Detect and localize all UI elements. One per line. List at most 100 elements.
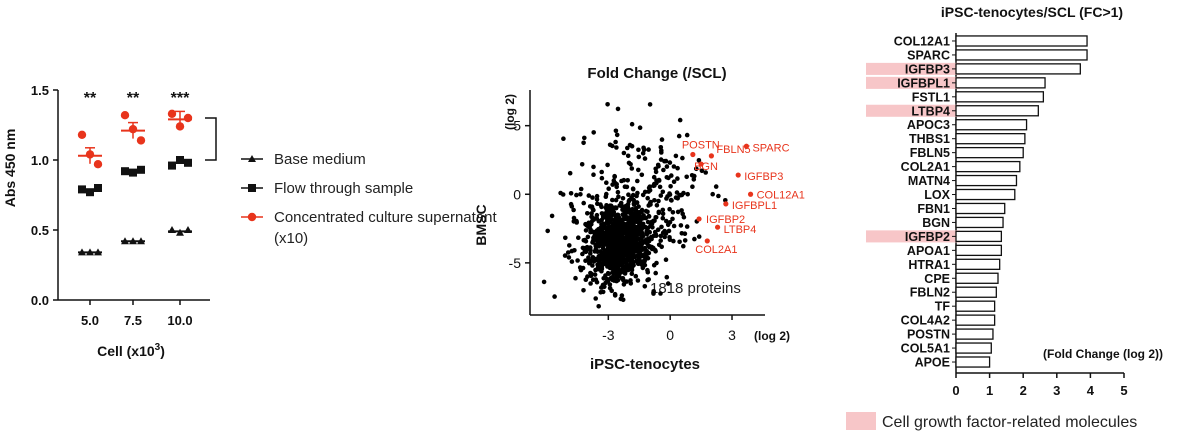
panel-b-data-point — [656, 164, 661, 169]
panel-b-data-point — [609, 242, 615, 248]
panel-a-data-point — [128, 125, 138, 134]
panel-c-category-label: APOE — [915, 356, 950, 370]
panel-c-x-axis-label: (Fold Change (log 2)) — [1043, 347, 1163, 361]
panel-b-data-point — [583, 228, 589, 233]
panel-a-data-point — [78, 185, 86, 194]
panel-b-data-point — [659, 137, 665, 142]
panel-b-data-point — [646, 238, 652, 244]
panel-b-data-point — [642, 284, 648, 289]
panel-b-data-point — [673, 153, 679, 159]
panel-c-category-label: COL4A2 — [901, 314, 950, 328]
panel-b-data-point — [615, 256, 621, 262]
panel-b-data-point — [568, 201, 574, 207]
panel-b-data-point — [603, 237, 608, 243]
panel-c-x-tick-label: 0 — [952, 383, 959, 398]
panel-b-data-point — [675, 196, 680, 201]
panel-b-data-point — [647, 229, 652, 235]
panel-b-data-point — [646, 277, 651, 282]
panel-b-data-point — [625, 178, 630, 183]
panel-a-data-point — [137, 165, 145, 174]
panel-b-data-point — [613, 128, 619, 134]
panel-b-point-label: IGFBP2 — [706, 214, 745, 226]
panel-b-data-point — [626, 192, 631, 197]
panel-b-data-point — [684, 132, 690, 138]
panel-a-significance-label: *** — [171, 90, 190, 107]
panel-b-data-point — [613, 197, 619, 203]
panel-b-data-point — [606, 186, 611, 191]
panel-b-data-point — [590, 263, 595, 268]
panel-a-data-point — [176, 156, 184, 164]
panel-a-legend-label: Base medium — [274, 151, 366, 168]
panel-b-data-point — [636, 147, 641, 153]
panel-b-data-point — [599, 266, 605, 272]
panel-b-highlight-point — [747, 191, 754, 197]
panel-c-bar — [955, 77, 1046, 89]
panel-b-data-point — [637, 259, 643, 264]
panel-b-data-point — [627, 197, 632, 203]
panel-b-data-point — [675, 165, 680, 171]
panel-b-data-point — [633, 206, 639, 211]
panel-a-data-point — [176, 228, 184, 236]
panel-c-category-label: COL2A1 — [901, 160, 950, 174]
panel-b-data-point — [639, 242, 644, 247]
panel-a-data-point — [86, 248, 94, 256]
panel-b-data-point — [665, 281, 671, 286]
panel-b-data-point — [572, 248, 577, 253]
panel-b-data-point — [596, 244, 602, 249]
panel-b-data-point — [607, 142, 613, 148]
panel-b-data-point — [651, 262, 657, 268]
panel-c-category-label: FBLN5 — [910, 146, 950, 160]
panel-a-plot: 0.0 0.5 1.0 1.5 5.0 ** 7.5 ** 10.0 *** — [31, 83, 217, 328]
panel-b-data-point — [610, 197, 615, 203]
panel-b-data-point — [631, 251, 636, 256]
panel-a-legend-marker — [248, 155, 256, 162]
panel-b-data-point — [667, 192, 673, 197]
panel-b-data-point — [660, 189, 666, 195]
panel-b-data-point — [600, 289, 606, 295]
panel-b-highlight-point — [735, 172, 741, 178]
panel-c-category-label: APOC3 — [907, 118, 950, 132]
panel-b-data-point — [586, 193, 592, 198]
panel-b-data-point — [669, 198, 674, 203]
panel-a-legend-marker — [248, 184, 256, 192]
panel-b-point-label: COL2A1 — [695, 244, 737, 256]
panel-b-data-point — [620, 229, 626, 234]
panel-c-bar — [955, 174, 1018, 187]
panel-b-data-point — [620, 220, 625, 225]
panel-b-data-point — [677, 239, 682, 245]
panel-b-y-tick-label: 0 — [513, 186, 521, 202]
panel-b-data-point — [660, 207, 666, 213]
panel-b-data-point — [591, 172, 596, 177]
panel-b-data-point — [620, 196, 626, 201]
panel-c-bar — [955, 202, 1006, 215]
panel-b-data-point — [646, 189, 651, 194]
panel-c-x-tick-label: 5 — [1120, 383, 1127, 398]
panel-a-data-point — [168, 226, 176, 233]
panel-b-data-point — [630, 206, 635, 212]
panel-b-data-point — [639, 236, 644, 241]
panel-b-data-point — [588, 281, 593, 286]
panel-b-data-point — [602, 214, 608, 220]
panel-c-bar — [955, 91, 1045, 103]
panel-b-data-point — [596, 226, 601, 232]
panel-c-x-tick-label: 1 — [986, 383, 993, 398]
panel-b-data-point — [692, 173, 697, 179]
panel-b-data-point — [643, 208, 649, 214]
panel-b-highlight-point — [698, 161, 704, 167]
panel-b-data-point — [588, 251, 593, 256]
panel-c-category-label: LOX — [924, 188, 950, 202]
panel-b-highlight-point — [723, 201, 729, 207]
panel-b-data-point — [679, 231, 685, 236]
panel-b-plot: 50-5-3 0 3POSTNFBLN5BGNSPARCIGFBP3COL12A1I… — [509, 90, 805, 343]
panel-b-data-point — [667, 220, 673, 225]
panel-a-data-point — [85, 150, 95, 159]
panel-c-bar — [955, 63, 1081, 75]
panel-c-category-label: FBLN2 — [910, 286, 950, 300]
panel-b-highlight-point — [708, 153, 715, 159]
panel-b-data-point — [651, 174, 657, 180]
panel-b-data-point — [621, 177, 627, 183]
panel-b-data-point — [599, 175, 605, 181]
panel-b-data-point — [597, 260, 603, 266]
panel-b-data-point — [608, 211, 614, 216]
